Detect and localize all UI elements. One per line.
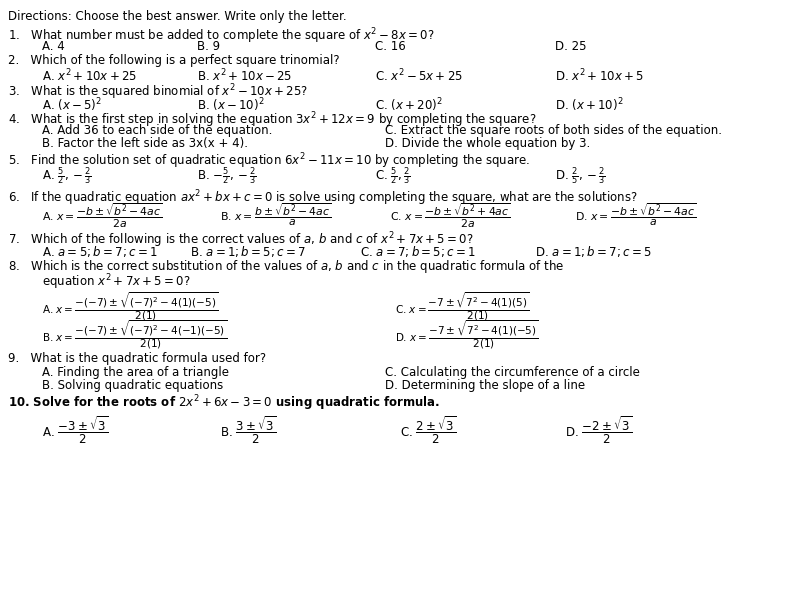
Text: B. Factor the left side as 3x(x + 4).: B. Factor the left side as 3x(x + 4). <box>42 137 248 150</box>
Text: B. $a=1; b=5; c=7$: B. $a=1; b=5; c=7$ <box>190 244 306 259</box>
Text: Directions: Choose the best answer. Write only the letter.: Directions: Choose the best answer. Writ… <box>8 10 346 23</box>
Text: A. $x = \dfrac{-(-7) \pm \sqrt{(-7)^2-4(1)(-5)}}{2(1)}$: A. $x = \dfrac{-(-7) \pm \sqrt{(-7)^2-4(… <box>42 290 218 323</box>
Text: A. $x^2 + 10x + 25$: A. $x^2 + 10x + 25$ <box>42 68 137 85</box>
Text: C. $\dfrac{2 \pm \sqrt{3}}{2}$: C. $\dfrac{2 \pm \sqrt{3}}{2}$ <box>400 415 457 446</box>
Text: B. Solving quadratic equations: B. Solving quadratic equations <box>42 379 223 392</box>
Text: C. 16: C. 16 <box>375 40 406 53</box>
Text: A. $a=5; b=7; c=1$: A. $a=5; b=7; c=1$ <box>42 244 157 259</box>
Text: D. $\dfrac{-2 \pm \sqrt{3}}{2}$: D. $\dfrac{-2 \pm \sqrt{3}}{2}$ <box>565 415 633 446</box>
Text: 9.   What is the quadratic formula used for?: 9. What is the quadratic formula used fo… <box>8 352 266 365</box>
Text: 8.   Which is the correct substitution of the values of $a$, $b$ and $c$ in the : 8. Which is the correct substitution of … <box>8 258 564 275</box>
Text: B. $-\frac{5}{2}, -\frac{2}{3}$: B. $-\frac{5}{2}, -\frac{2}{3}$ <box>197 165 257 187</box>
Text: A. $\frac{5}{2}, -\frac{2}{3}$: A. $\frac{5}{2}, -\frac{2}{3}$ <box>42 165 92 187</box>
Text: C. Calculating the circumference of a circle: C. Calculating the circumference of a ci… <box>385 366 640 379</box>
Text: D. $x = \dfrac{-7 \pm \sqrt{7^2-4(1)(-5)}}{2(1)}$: D. $x = \dfrac{-7 \pm \sqrt{7^2-4(1)(-5)… <box>395 318 539 351</box>
Text: 6.   If the quadratic equation $ax^2 + bx + c = 0$ is solve using completing the: 6. If the quadratic equation $ax^2 + bx … <box>8 188 638 208</box>
Text: D. Determining the slope of a line: D. Determining the slope of a line <box>385 379 585 392</box>
Text: A. 4: A. 4 <box>42 40 65 53</box>
Text: D. $a=1; b=7; c=5$: D. $a=1; b=7; c=5$ <box>535 244 652 259</box>
Text: C. $(x+20)^2$: C. $(x+20)^2$ <box>375 96 443 114</box>
Text: A. $\dfrac{-3 \pm \sqrt{3}}{2}$: A. $\dfrac{-3 \pm \sqrt{3}}{2}$ <box>42 415 108 446</box>
Text: 10. Solve for the roots of $2x^2 + 6x - 3 = 0$ using quadratic formula.: 10. Solve for the roots of $2x^2 + 6x - … <box>8 393 441 413</box>
Text: B. $(x-10)^2$: B. $(x-10)^2$ <box>197 96 264 114</box>
Text: 1.   What number must be added to complete the square of $x^2 - 8x = 0$?: 1. What number must be added to complete… <box>8 26 434 45</box>
Text: D. Divide the whole equation by 3.: D. Divide the whole equation by 3. <box>385 137 590 150</box>
Text: C. $\frac{5}{2}, \frac{2}{3}$: C. $\frac{5}{2}, \frac{2}{3}$ <box>375 165 411 187</box>
Text: 2.   Which of the following is a perfect square trinomial?: 2. Which of the following is a perfect s… <box>8 54 339 67</box>
Text: D. $x = \dfrac{-b \pm \sqrt{b^2-4ac}}{a}$: D. $x = \dfrac{-b \pm \sqrt{b^2-4ac}}{a}… <box>575 202 697 228</box>
Text: C. $x = \dfrac{-b \pm \sqrt{b^2+4ac}}{2a}$: C. $x = \dfrac{-b \pm \sqrt{b^2+4ac}}{2a… <box>390 202 511 230</box>
Text: D. $\frac{2}{5}, -\frac{2}{3}$: D. $\frac{2}{5}, -\frac{2}{3}$ <box>555 165 606 187</box>
Text: B. $x = \dfrac{-(-7) \pm \sqrt{(-7)^2-4(-1)(-5)}}{2(1)}$: B. $x = \dfrac{-(-7) \pm \sqrt{(-7)^2-4(… <box>42 318 227 351</box>
Text: B. $\dfrac{3 \pm \sqrt{3}}{2}$: B. $\dfrac{3 \pm \sqrt{3}}{2}$ <box>220 415 277 446</box>
Text: A. Add 36 to each side of the equation.: A. Add 36 to each side of the equation. <box>42 124 272 137</box>
Text: B. 9: B. 9 <box>197 40 220 53</box>
Text: C. $x = \dfrac{-7 \pm \sqrt{7^2-4(1)(5)}}{2(1)}$: C. $x = \dfrac{-7 \pm \sqrt{7^2-4(1)(5)}… <box>395 290 529 323</box>
Text: 3.   What is the squared binomial of $x^2 - 10x + 25$?: 3. What is the squared binomial of $x^2 … <box>8 82 308 101</box>
Text: 7.   Which of the following is the correct values of $a$, $b$ and $c$ of $x^2 + : 7. Which of the following is the correct… <box>8 230 474 250</box>
Text: D. $x^2 + 10x + 5$: D. $x^2 + 10x + 5$ <box>555 68 644 85</box>
Text: D. 25: D. 25 <box>555 40 586 53</box>
Text: 4.   What is the first step in solving the equation $3x^2 + 12x = 9$ by completi: 4. What is the first step in solving the… <box>8 110 536 130</box>
Text: A. $x = \dfrac{-b \pm \sqrt{b^2-4ac}}{2a}$: A. $x = \dfrac{-b \pm \sqrt{b^2-4ac}}{2a… <box>42 202 163 230</box>
Text: C. Extract the square roots of both sides of the equation.: C. Extract the square roots of both side… <box>385 124 722 137</box>
Text: D. $(x+10)^2$: D. $(x+10)^2$ <box>555 96 623 114</box>
Text: B. $x = \dfrac{b \pm \sqrt{b^2-4ac}}{a}$: B. $x = \dfrac{b \pm \sqrt{b^2-4ac}}{a}$ <box>220 202 331 228</box>
Text: equation $x^2 + 7x + 5 = 0$?: equation $x^2 + 7x + 5 = 0$? <box>42 272 191 292</box>
Text: C. $x^2 - 5x + 25$: C. $x^2 - 5x + 25$ <box>375 68 463 85</box>
Text: A. Finding the area of a triangle: A. Finding the area of a triangle <box>42 366 229 379</box>
Text: C. $a=7; b=5; c=1$: C. $a=7; b=5; c=1$ <box>360 244 476 259</box>
Text: B. $x^2 + 10x - 25$: B. $x^2 + 10x - 25$ <box>197 68 292 85</box>
Text: 5.   Find the solution set of quadratic equation $6x^2 - 11x = 10$ by completing: 5. Find the solution set of quadratic eq… <box>8 151 530 171</box>
Text: A. $(x-5)^2$: A. $(x-5)^2$ <box>42 96 102 114</box>
